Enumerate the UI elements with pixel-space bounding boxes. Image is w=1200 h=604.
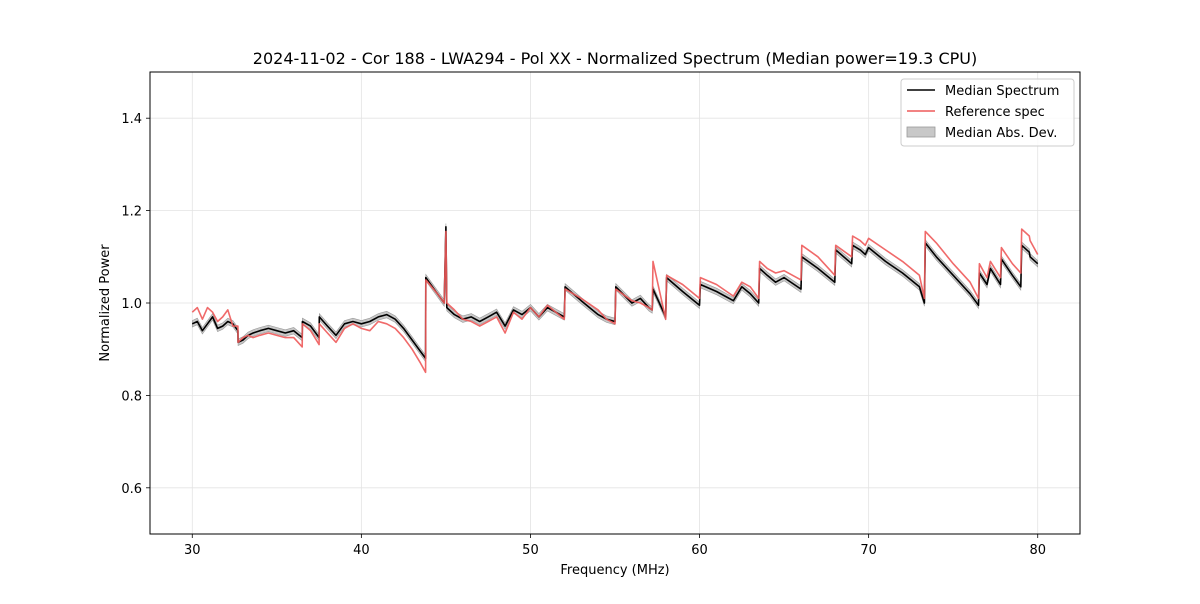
y-tick-label: 1.2 — [121, 205, 142, 220]
y-tick-label: 0.6 — [121, 482, 142, 497]
x-tick-label: 50 — [522, 543, 539, 558]
legend-mad-swatch — [906, 126, 936, 138]
reference-spectrum-line — [191, 228, 1039, 374]
y-axis-label: Normalized Power — [98, 244, 113, 362]
legend-median-label: Median Spectrum — [945, 84, 1059, 99]
x-axis: 30 40 50 60 70 80 — [184, 534, 1046, 558]
x-axis-label: Frequency (MHz) — [560, 563, 669, 578]
legend-mad-label: Median Abs. Dev. — [945, 126, 1057, 141]
x-tick-label: 70 — [860, 543, 877, 558]
x-tick-label: 40 — [353, 543, 370, 558]
y-tick-label: 0.8 — [121, 389, 142, 404]
chart-title: 2024-11-02 - Cor 188 - LWA294 - Pol XX -… — [253, 49, 977, 68]
x-tick-label: 80 — [1029, 543, 1046, 558]
legend-box — [900, 78, 1075, 147]
x-tick-label: 30 — [184, 543, 201, 558]
y-tick-label: 1.0 — [121, 297, 142, 312]
legend-reference-label: Reference spec — [945, 105, 1045, 120]
legend: Median Spectrum Reference spec Median Ab… — [900, 78, 1075, 147]
x-tick-label: 60 — [691, 543, 708, 558]
y-axis: 0.6 0.8 1.0 1.2 1.4 — [121, 112, 150, 497]
y-tick-label: 1.4 — [121, 112, 142, 127]
series-layer — [191, 223, 1039, 374]
